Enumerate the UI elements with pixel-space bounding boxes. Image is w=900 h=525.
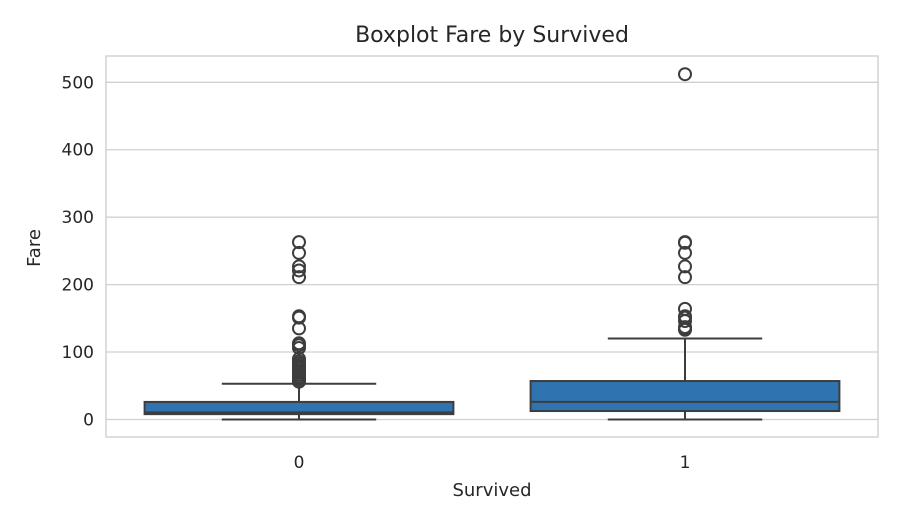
outlier-point [292,259,306,274]
y-tick-label: 0 [83,410,94,430]
outlier-point [292,245,306,260]
outlier-point [292,336,306,351]
outlier-point [292,263,306,278]
outlier-point [292,309,306,324]
plot-frame [105,55,879,438]
x-tick-label: 1 [680,453,691,473]
chart-title: Boxplot Fare by Survived [355,23,629,48]
outlier-point [292,235,306,250]
x-axis-label: Survived [452,480,531,501]
y-tick-label: 100 [62,343,94,363]
iqr-box [529,380,841,413]
outlier-point [678,235,692,250]
y-tick-label: 200 [62,276,94,296]
y-axis-label: Fare [24,229,45,267]
box-group-1 [529,67,841,421]
outlier-point [678,67,692,82]
outlier-point [292,270,306,285]
outlier-point [678,259,692,274]
box-layer [143,67,841,421]
outlier-point [678,309,692,324]
x-tick-label: 0 [294,453,305,473]
iqr-box [143,400,455,416]
y-tick-label: 400 [62,141,94,161]
y-tick-label: 500 [62,73,94,93]
box-group-0 [143,235,455,421]
outlier-point [292,351,306,366]
grid-layer [106,81,878,421]
tick-layer: 0 100 200 300 400 500 0 1 [62,73,691,473]
y-tick-label: 300 [62,208,94,228]
outlier-point [678,320,692,335]
outlier-point [678,301,692,316]
outlier-point [678,270,692,285]
outlier-point [678,245,692,260]
